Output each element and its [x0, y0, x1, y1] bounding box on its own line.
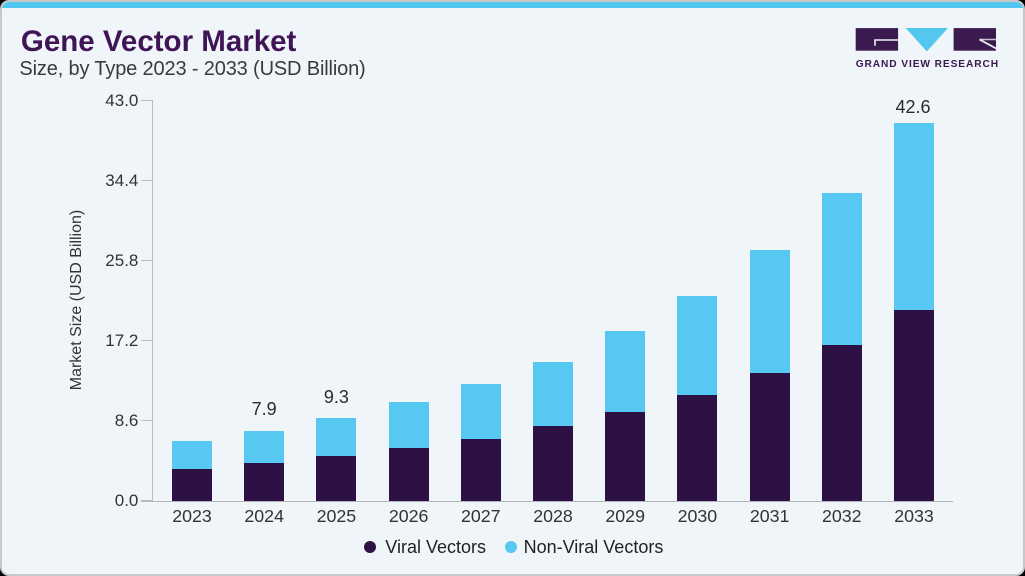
svg-text:GRAND VIEW RESEARCH: GRAND VIEW RESEARCH: [856, 59, 999, 70]
